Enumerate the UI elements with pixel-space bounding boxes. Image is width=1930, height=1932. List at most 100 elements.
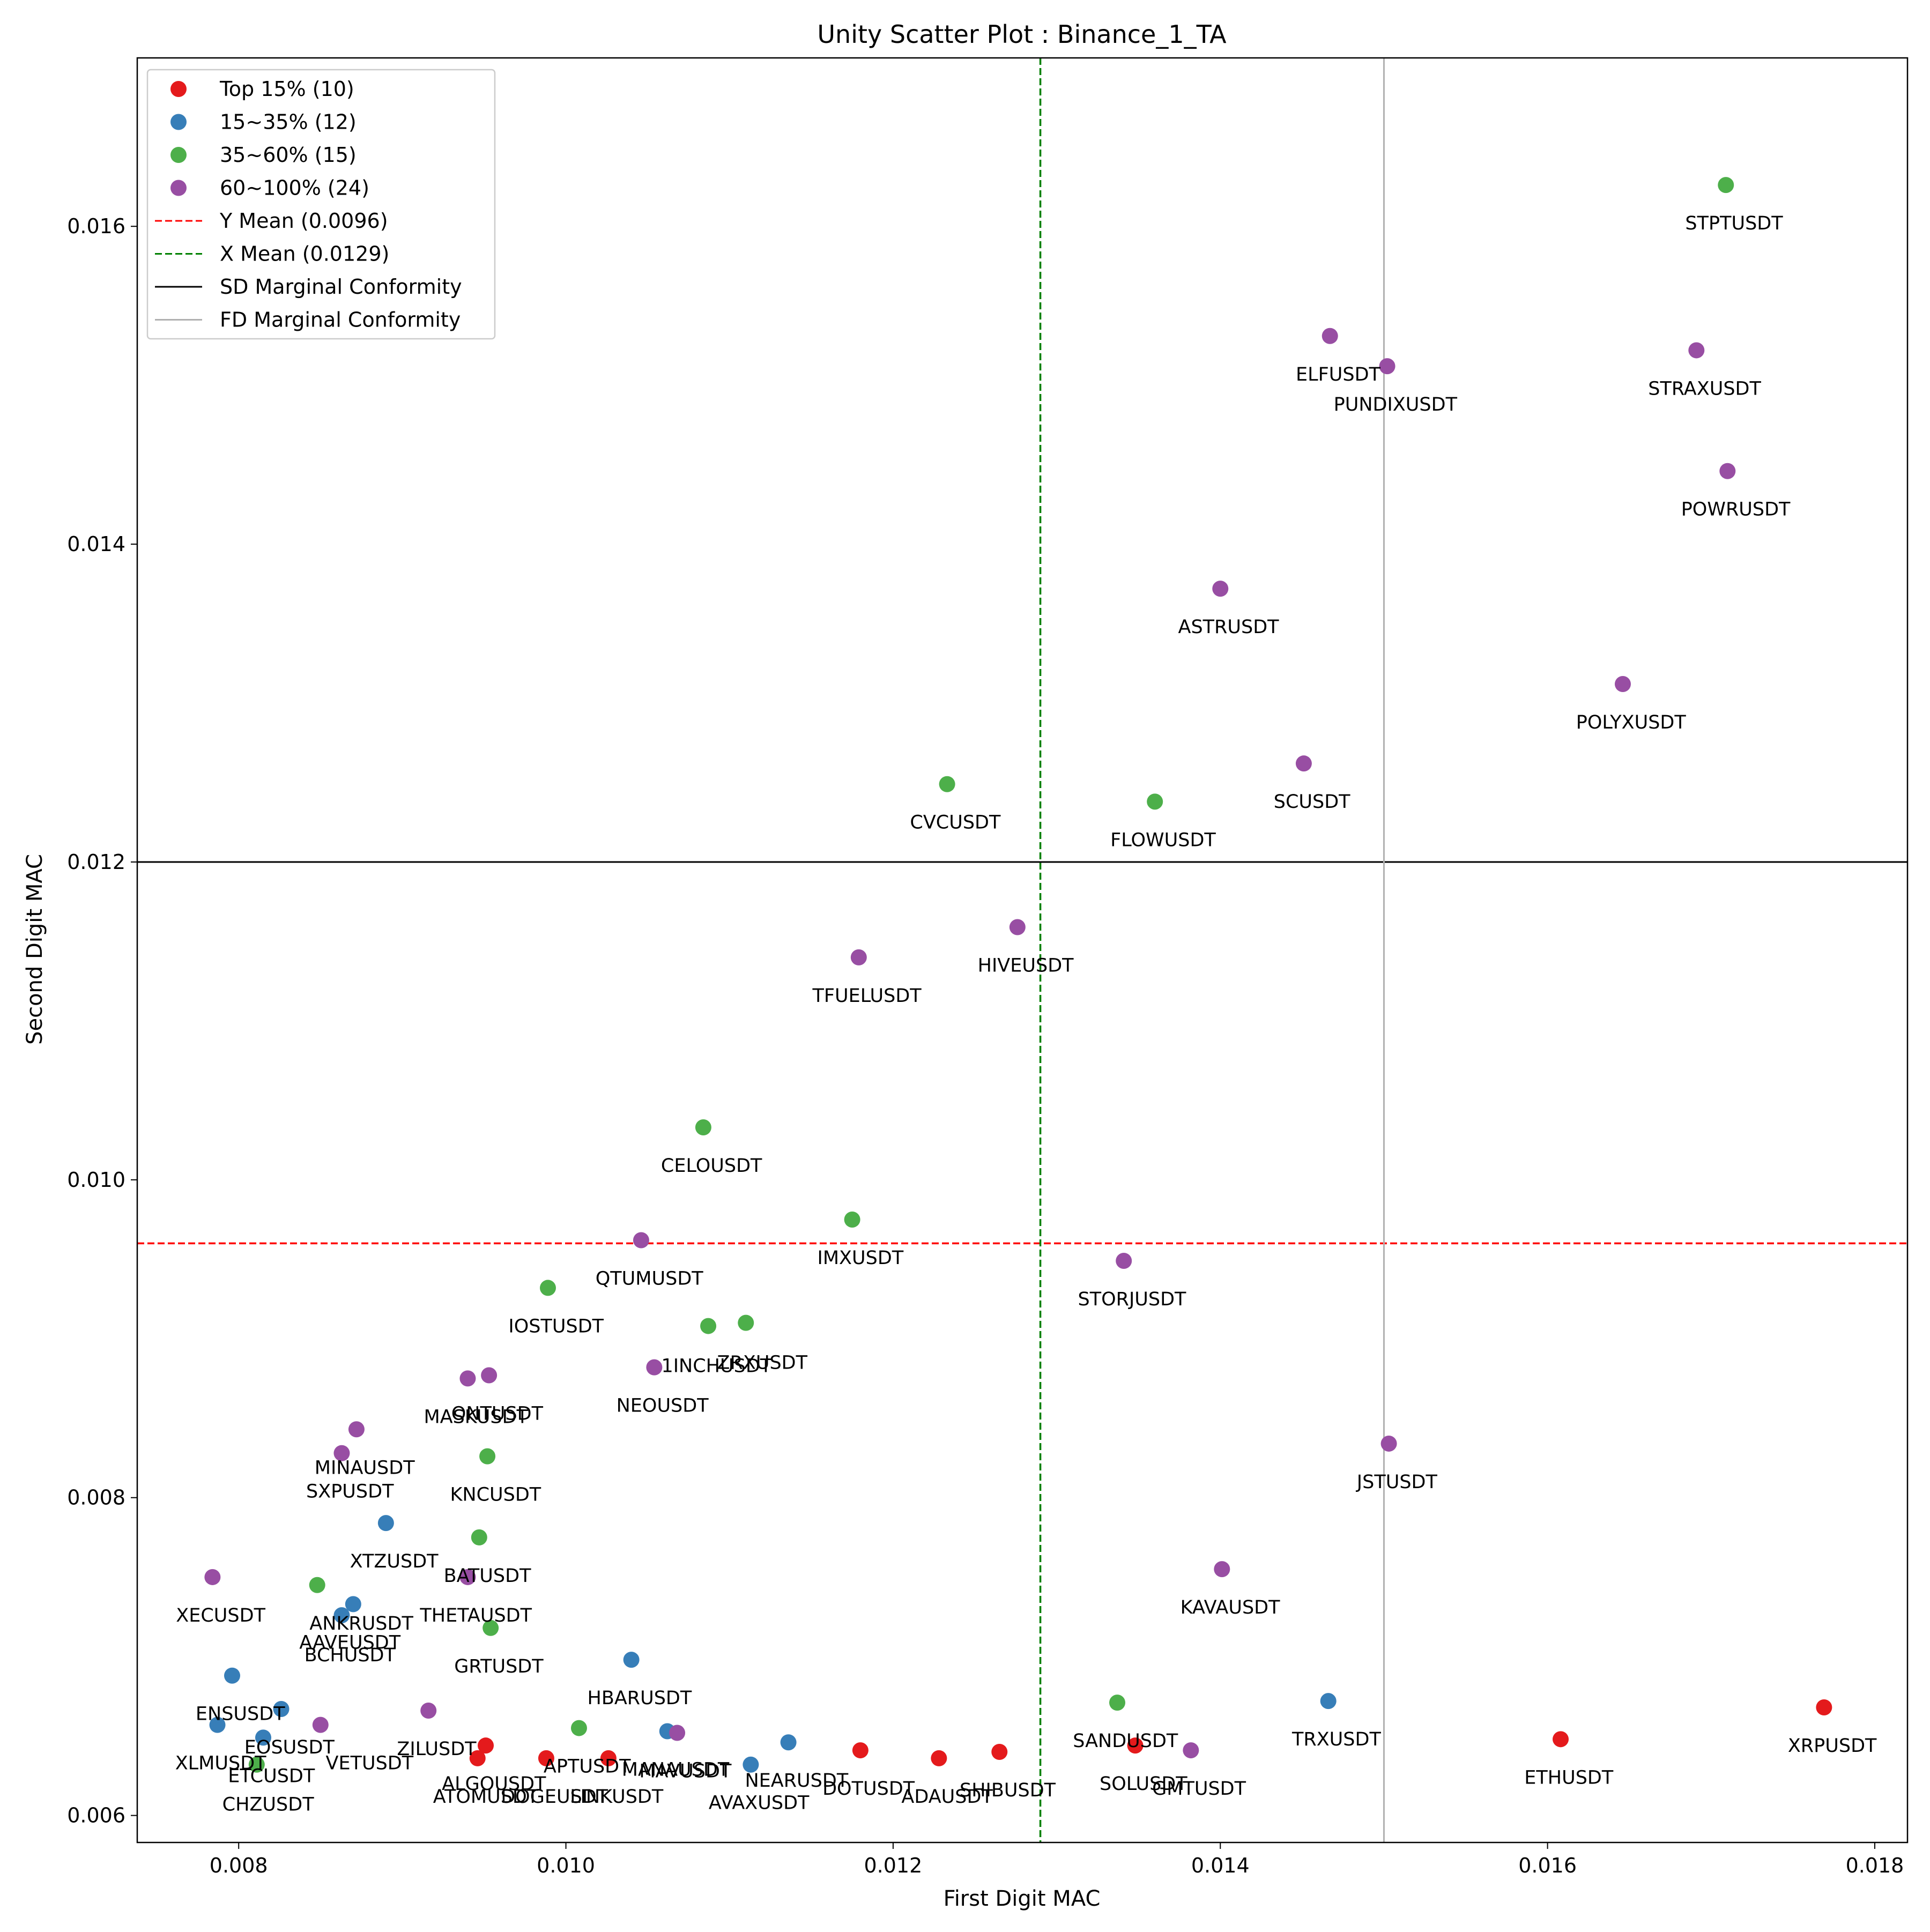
point-etcusdt — [248, 1756, 265, 1773]
legend-label: 15~35% (12) — [220, 110, 357, 134]
point-label-elfusdt: ELFUSDT — [1296, 364, 1381, 385]
point-minausdt — [348, 1421, 365, 1438]
point-label-solusdt: SOLUSDT — [1100, 1773, 1187, 1795]
y-tick-label: 0.008 — [67, 1486, 125, 1510]
point-label-powrusdt: POWRUSDT — [1681, 499, 1791, 521]
point-pundixusdt — [1379, 358, 1395, 375]
point-label-flowusdt: FLOWUSDT — [1110, 829, 1216, 851]
legend-marker — [170, 147, 187, 163]
point-solusdt — [1127, 1737, 1144, 1754]
point-tfuelusdt — [850, 949, 867, 965]
y-tick-label: 0.014 — [67, 532, 125, 556]
point-bchusdt — [224, 1667, 241, 1684]
point-qtumusdt — [633, 1232, 649, 1249]
point-label-ethusdt: ETHUSDT — [1524, 1767, 1614, 1788]
point-label-astrusdt: ASTRUSDT — [1178, 616, 1280, 638]
axes: 0.008 0.010 0.012 0.014 0.016 0.018 0.006 0.008… — [67, 57, 1909, 1877]
point-label-adausdt: ADAUSDT — [901, 1786, 993, 1808]
point-label-xecusdt: XECUSDT — [176, 1605, 265, 1626]
point-imxusdt — [844, 1211, 860, 1228]
point-1inchusdt — [738, 1314, 754, 1331]
legend: Top 15% (10) 15~35% (12) 35~60% (15) 60~100… — [146, 69, 496, 340]
point-dogeusdt — [538, 1750, 554, 1766]
point-label-shibusdt: SHIBUSDT — [960, 1780, 1056, 1801]
point-label-tfuelusdt: TFUELUSDT — [812, 985, 922, 1007]
point-xtzusdt — [377, 1515, 394, 1532]
point-mavusdt — [669, 1725, 686, 1741]
point-label-jstusdt: JSTUSDT — [1356, 1472, 1438, 1493]
point-label-etcusdt: ETCUSDT — [228, 1765, 315, 1787]
point-eosusdt — [273, 1700, 290, 1717]
point-maskusdt — [459, 1370, 476, 1387]
point-label-bchusdt: BCHUSDT — [305, 1645, 396, 1666]
point-nearusdt — [780, 1734, 797, 1751]
point-label-chzusdt: CHZUSDT — [222, 1794, 315, 1816]
point-label-1inchusdt: 1INCHUSDT — [661, 1356, 771, 1377]
point-label-nearusdt: NEARUSDT — [745, 1770, 848, 1792]
reference-lines — [137, 58, 1907, 1842]
point-elfusdt — [1322, 328, 1338, 344]
point-aaveusdt — [333, 1607, 350, 1624]
point-neousdt — [646, 1359, 663, 1376]
plot-frame — [136, 57, 1909, 1844]
y-tick-label: 0.016 — [67, 214, 125, 238]
x-tick-label: 0.016 — [1518, 1854, 1577, 1877]
point-label-maskusdt: MASKUSDT — [424, 1406, 528, 1428]
point-label-zilusdt: ZILUSDT — [397, 1738, 477, 1760]
point-label-kavausdt: KAVAUSDT — [1181, 1597, 1280, 1618]
point-chzusdt — [312, 1716, 329, 1733]
point-label-neousdt: NEOUSDT — [617, 1395, 709, 1417]
point-cvcusdt — [939, 776, 955, 792]
y-axis-label: Second Digit MAC — [23, 854, 47, 1045]
point-label-aaveusdt: AAVEUSDT — [299, 1632, 400, 1653]
point-label-atomusdt: ATOMUSDT — [433, 1786, 539, 1808]
point-adausdt — [931, 1750, 947, 1766]
point-ontusdt — [481, 1367, 498, 1384]
point-iostusdt — [539, 1280, 556, 1296]
point-label-xlmusdt: XLMUSDT — [175, 1753, 266, 1774]
legend-marker — [170, 81, 187, 97]
point-label-dogeusdt: DOGEUSDT — [501, 1786, 608, 1808]
legend-label: 60~100% (24) — [220, 176, 369, 200]
point-label-eosusdt: EOSUSDT — [244, 1737, 335, 1758]
legend-label: Y Mean (0.0096) — [219, 209, 388, 233]
point-avaxusdt — [743, 1756, 759, 1773]
point-label-grtusdt: GRTUSDT — [454, 1656, 544, 1677]
point-grtusdt — [482, 1619, 499, 1636]
point-trxusdt — [1320, 1693, 1337, 1710]
point-label-qtumusdt: QTUMUSDT — [596, 1268, 704, 1290]
point-label-minausdt: MINAUSDT — [315, 1457, 415, 1478]
x-tick-label: 0.010 — [537, 1854, 595, 1877]
legend-label: Top 15% (10) — [219, 77, 354, 101]
point-astrusdt — [1212, 581, 1229, 597]
point-jstusdt — [1380, 1435, 1397, 1452]
point-storjusdt — [1116, 1253, 1132, 1269]
point-label-ensusdt: ENSUSDT — [196, 1704, 285, 1725]
point-label-polyxusdt: POLYXUSDT — [1576, 712, 1687, 733]
point-label-gmtusdt: GMTUSDT — [1152, 1778, 1246, 1800]
point-label-iostusdt: IOSTUSDT — [508, 1316, 604, 1337]
point-label-batusdt: BATUSDT — [444, 1565, 531, 1587]
point-label-thetausdt: THETAUSDT — [419, 1605, 532, 1626]
point-xrpusdt — [1816, 1699, 1832, 1716]
point-zilusdt — [420, 1702, 437, 1719]
point-label-stptusdt: STPTUSDT — [1685, 213, 1783, 234]
chart-title: Unity Scatter Plot : Binance_1_TA — [817, 20, 1227, 49]
point-xecusdt — [309, 1577, 325, 1593]
point-label-ankrusdt: ANKRUSDT — [309, 1613, 413, 1634]
point-vetusdt — [255, 1729, 271, 1746]
point-hiveusdt — [1009, 919, 1026, 935]
legend-label: FD Marginal Conformity — [220, 308, 461, 332]
point-label-aptusdt: APTUSDT — [544, 1756, 631, 1778]
point-label-dotusdt: DOTUSDT — [822, 1778, 915, 1800]
point-label-celousdt: CELOUSDT — [661, 1155, 762, 1177]
legend-box — [146, 69, 496, 340]
point-ankrusdt — [345, 1596, 361, 1613]
point-hbarusdt — [623, 1652, 640, 1668]
point-thetausdt — [459, 1569, 476, 1585]
point-label-trxusdt: TRXUSDT — [1291, 1729, 1381, 1750]
point-label-linkusdt: LINKUSDT — [570, 1786, 664, 1808]
point-label-avaxusdt: AVAXUSDT — [709, 1793, 810, 1814]
